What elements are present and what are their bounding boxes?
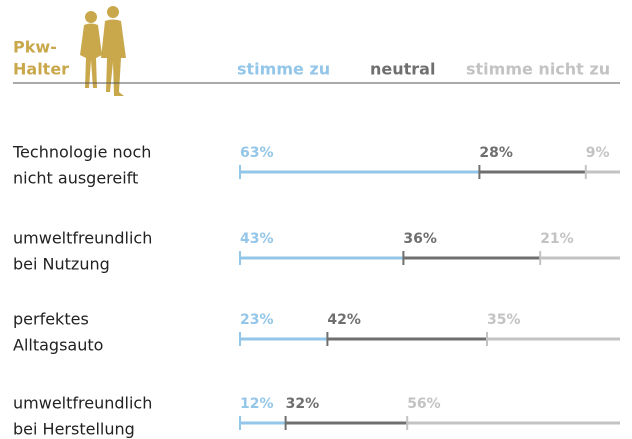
chart-title: Halter (13, 60, 69, 79)
bar-segment (240, 256, 404, 260)
people-icon (80, 6, 126, 96)
bar-segment (585, 170, 620, 174)
value-label: 43% (240, 231, 274, 247)
bar-segment (487, 337, 620, 341)
value-label: 21% (540, 231, 574, 247)
bar-segment (540, 256, 620, 260)
category-label: perfektes (13, 310, 89, 329)
value-label: 32% (286, 396, 320, 412)
bar-segment (285, 421, 408, 425)
bar-segment (240, 170, 480, 174)
value-label: 23% (240, 312, 274, 328)
legend-label: neutral (370, 60, 435, 79)
value-label: 56% (407, 396, 441, 412)
category-label: bei Nutzung (13, 255, 110, 274)
category-label: umweltfreundlich (13, 229, 152, 248)
value-label: 28% (479, 145, 513, 161)
bar-segment (240, 337, 328, 341)
value-label: 35% (487, 312, 521, 328)
category-label: bei Herstellung (13, 420, 135, 439)
bar-segment (240, 421, 286, 425)
value-label: 9% (586, 145, 610, 161)
value-label: 12% (240, 396, 274, 412)
category-label: umweltfreundlich (13, 394, 152, 413)
bar-segment (407, 421, 620, 425)
bar-segment (327, 337, 487, 341)
category-label: nicht ausgereift (13, 169, 138, 188)
value-label: 42% (327, 312, 361, 328)
bar-segment (403, 256, 541, 260)
value-label: 63% (240, 145, 274, 161)
category-label: Technologie noch (12, 143, 151, 162)
chart-title: Pkw- (13, 38, 57, 57)
bar-segment (479, 170, 586, 174)
legend-label: stimme nicht zu (466, 60, 610, 79)
legend-label: stimme zu (237, 60, 330, 79)
value-label: 36% (403, 231, 437, 247)
category-label: Alltagsauto (13, 336, 103, 355)
